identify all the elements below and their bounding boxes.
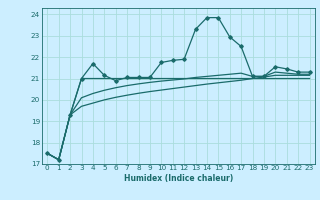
X-axis label: Humidex (Indice chaleur): Humidex (Indice chaleur) [124,174,233,183]
